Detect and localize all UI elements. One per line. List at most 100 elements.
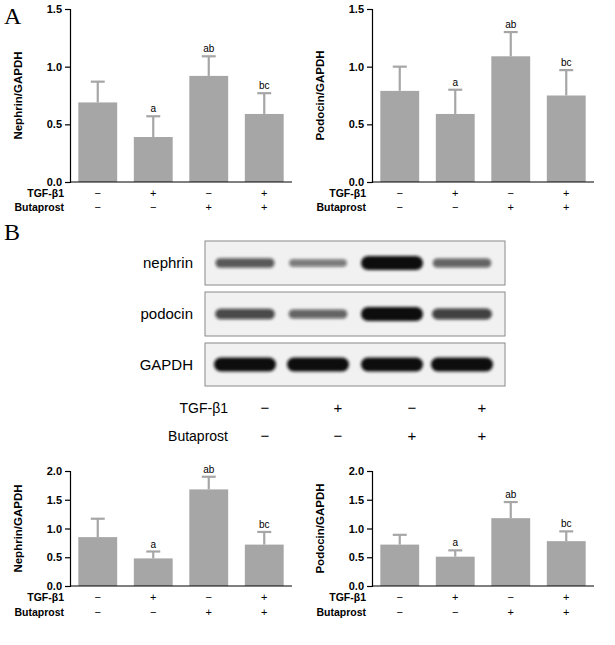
treatment-sign: −: [95, 201, 101, 213]
blot-band: [215, 309, 275, 319]
y-tick-mark: [65, 557, 70, 558]
treatment-sign: +: [563, 591, 569, 603]
error-bar-cap: [559, 69, 573, 71]
treatment-sign: +: [150, 591, 156, 603]
blot-band: [361, 307, 423, 321]
error-bar: [257, 532, 271, 545]
error-bar-cap: [91, 81, 105, 83]
blot-band: [361, 256, 423, 270]
annotation: bc: [259, 80, 270, 91]
y-tick: 0.5: [47, 551, 70, 563]
blot-band: [287, 358, 349, 372]
error-bar: [504, 502, 518, 518]
y-tick-mark: [367, 528, 372, 529]
y-tick-mark: [367, 500, 372, 501]
bar: [436, 114, 475, 182]
treatment-sign: −: [397, 606, 403, 618]
treatment-label: TGF-β1: [329, 187, 366, 199]
y-tick-mark: [367, 182, 372, 183]
y-tick-label: 1.0: [349, 523, 364, 535]
annotation: a: [452, 77, 458, 88]
error-bar-stem: [208, 477, 210, 490]
error-bar-stem: [399, 535, 401, 545]
bar: [189, 76, 228, 182]
error-bar-stem: [565, 70, 567, 95]
error-bar: [559, 70, 573, 95]
error-bar: [257, 93, 271, 114]
treatment-sign: −: [95, 606, 101, 618]
bar-chart: 0.00.51.01.5aabbcTGF-β1−+−+Butaprost−−++…: [314, 3, 594, 213]
bar: [491, 518, 530, 586]
treatment-sign: +: [206, 606, 212, 618]
blot-band-label: GAPDH: [140, 356, 193, 373]
bar: [78, 102, 117, 182]
bar: [134, 558, 173, 586]
error-bar-stem: [510, 32, 512, 56]
treatment-sign: +: [261, 201, 267, 213]
annotation: ab: [505, 489, 517, 500]
annotation: bc: [561, 57, 572, 68]
annotation: a: [452, 537, 458, 548]
y-tick: 1.5: [47, 494, 70, 506]
y-tick: 1.0: [349, 523, 372, 535]
bar-chart: 0.00.51.01.52.0aabbcTGF-β1−+−+Butaprost−…: [314, 465, 594, 618]
y-axis-title: Podocin/GAPDH: [314, 483, 326, 573]
bar: [547, 541, 586, 586]
y-axis-line: [65, 10, 71, 183]
treatment-sign: −: [508, 591, 514, 603]
bar: [491, 56, 530, 182]
y-axis-title: Nephrin/GAPDH: [12, 484, 24, 572]
treatment-sign: −: [150, 201, 156, 213]
treatment-sign: −: [150, 606, 156, 618]
y-tick-label: 1.0: [349, 61, 364, 73]
y-tick-label: 1.5: [349, 3, 364, 15]
error-bar-stem: [399, 67, 401, 91]
y-tick-mark: [367, 9, 372, 10]
y-tick-mark: [65, 124, 70, 125]
annotation: ab: [203, 464, 215, 475]
error-bar-cap: [146, 115, 160, 117]
blot-band: [214, 358, 276, 372]
blot-band: [432, 309, 492, 320]
treatment-sign: −: [452, 201, 458, 213]
error-bar-cap: [448, 89, 462, 91]
treatment-label: Butaprost: [316, 606, 366, 618]
bar-chart: 0.00.51.01.5aabbcTGF-β1−+−+Butaprost−−++…: [12, 3, 292, 213]
y-tick: 2.0: [349, 465, 372, 477]
y-tick: 1.0: [47, 61, 70, 73]
blot-band-label: nephrin: [143, 254, 193, 271]
error-bar-cap: [202, 476, 216, 478]
bar: [380, 91, 419, 182]
treatment-sign: −: [508, 187, 514, 199]
annotation: a: [150, 539, 156, 550]
x-axis-line: [70, 585, 292, 586]
error-bar-stem: [454, 90, 456, 114]
treatment-sign: +: [563, 201, 569, 213]
y-tick-label: 1.5: [47, 3, 62, 15]
y-axis: 0.00.51.01.52.0: [349, 465, 373, 592]
treatment-sign: +: [508, 606, 514, 618]
treatment-sign: −: [397, 201, 403, 213]
treatment-label: TGF-β1: [329, 591, 366, 603]
x-axis-line: [70, 181, 292, 182]
bar: [245, 545, 284, 586]
treatment-sign: +: [563, 606, 569, 618]
y-tick-mark: [65, 471, 70, 472]
error-bar-stem: [208, 56, 210, 76]
figure: AB0.00.51.01.5aabbcTGF-β1−+−+Butaprost−−…: [0, 0, 615, 645]
error-bar: [146, 116, 160, 137]
y-tick-mark: [65, 67, 70, 68]
treatment-label: TGF-β1: [27, 591, 64, 603]
bar: [245, 114, 284, 182]
y-tick-mark: [367, 124, 372, 125]
error-bar-stem: [510, 502, 512, 518]
error-bar: [202, 56, 216, 76]
treatment-sign: −: [397, 591, 403, 603]
y-tick-label: 0.5: [349, 118, 364, 130]
error-bar-stem: [97, 519, 99, 537]
treatment-label: Butaprost: [14, 201, 64, 213]
blot-treatment-sign: −: [261, 427, 270, 444]
error-bar-cap: [91, 518, 105, 520]
bar: [547, 96, 586, 183]
treatment-sign: +: [261, 591, 267, 603]
